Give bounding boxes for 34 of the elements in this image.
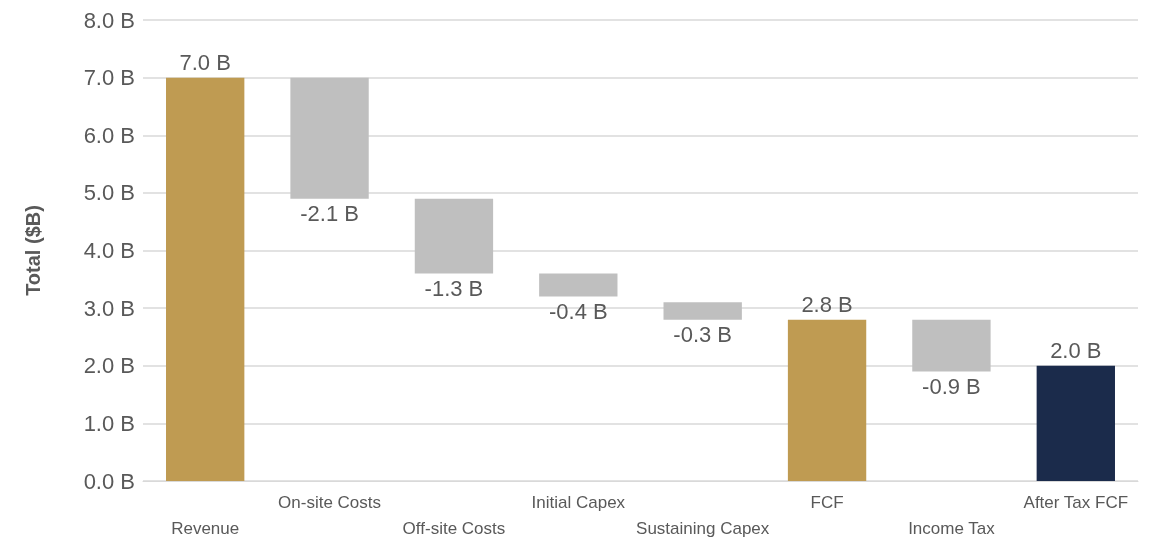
y-tick-label: 5.0 B xyxy=(83,180,135,206)
data-label: 2.8 B xyxy=(801,292,853,318)
data-label: -0.9 B xyxy=(922,374,981,400)
data-label: -1.3 B xyxy=(424,276,484,302)
x-tick-label: After Tax FCF xyxy=(1023,492,1129,512)
bar xyxy=(290,77,369,199)
y-axis-title: Total ($B) xyxy=(22,205,44,296)
y-tick-label: 6.0 B xyxy=(83,122,135,148)
y-tick-label: 4.0 B xyxy=(83,238,135,263)
bar xyxy=(663,302,742,320)
y-tick-label: 0.0 B xyxy=(83,468,135,494)
y-tick-label: 1.0 B xyxy=(83,410,135,436)
bar xyxy=(912,319,991,372)
x-tick-label: Revenue xyxy=(171,518,240,538)
data-label: 7.0 B xyxy=(179,50,231,76)
x-tick-label: Sustaining Capex xyxy=(636,518,770,538)
y-tick-label: 8.0 B xyxy=(83,7,135,33)
x-tick-label: Income Tax xyxy=(908,518,996,538)
x-tick-label: FCF xyxy=(810,492,844,512)
x-tick-label: On-site Costs xyxy=(278,492,382,512)
bar xyxy=(787,319,867,481)
x-tick-label: Off-site Costs xyxy=(402,518,506,538)
bar xyxy=(1036,365,1115,481)
x-tick-label: Initial Capex xyxy=(531,492,626,512)
data-label: -0.4 B xyxy=(548,299,608,325)
y-tick-label: 7.0 B xyxy=(83,65,135,91)
data-label: -0.3 B xyxy=(673,322,733,348)
y-tick-label: 2.0 B xyxy=(83,353,135,379)
data-label: 2.0 B xyxy=(1050,338,1102,364)
data-label: -2.1 B xyxy=(300,201,359,227)
bar xyxy=(166,77,245,481)
bar xyxy=(539,273,618,297)
y-tick-label: 3.0 B xyxy=(83,295,135,321)
bar xyxy=(414,198,494,274)
